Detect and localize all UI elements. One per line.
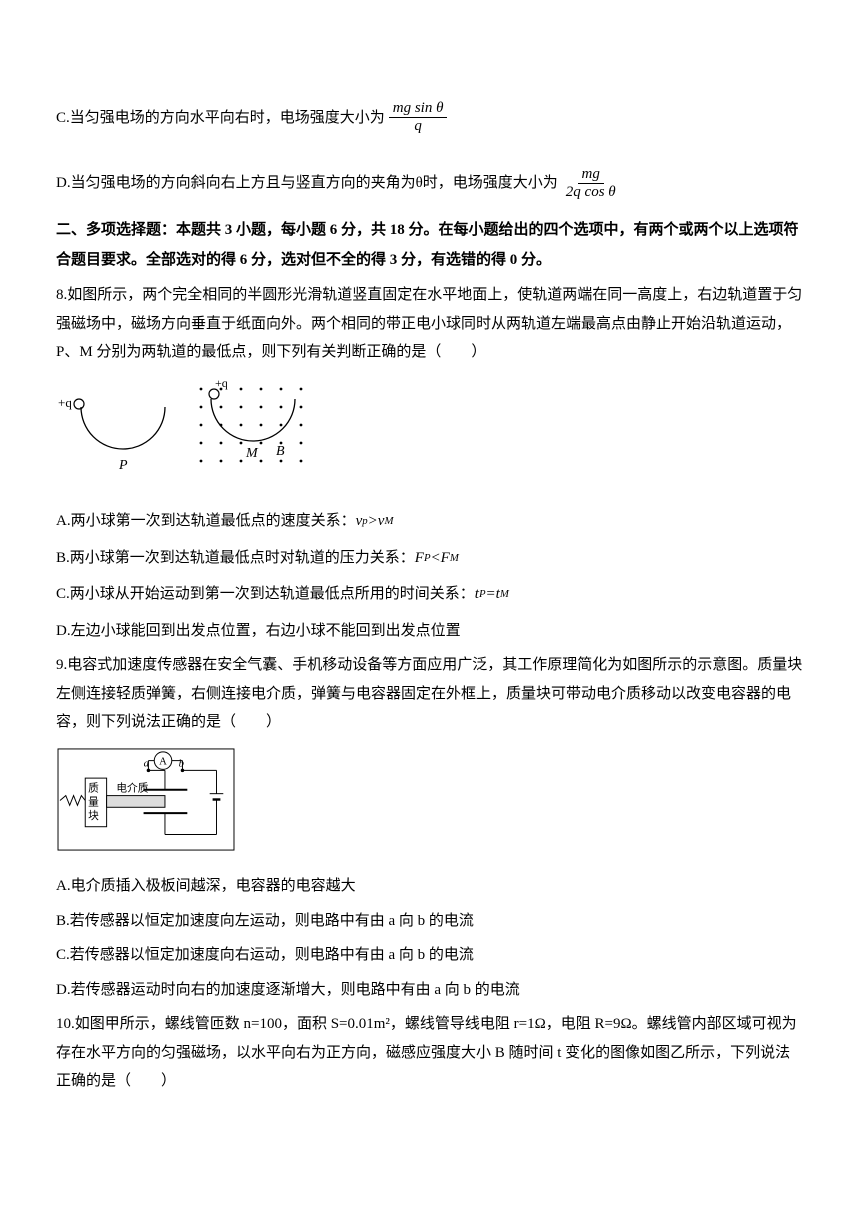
q9-option-b: B.若传感器以恒定加速度向左运动，则电路中有由 a 向 b 的电流	[56, 907, 804, 936]
q8-c-sub-m: M	[500, 584, 509, 605]
option-d-denominator: 2q cos θ	[562, 184, 620, 201]
q9-option-a: A.电介质插入极板间越深，电容器的电容越大	[56, 872, 804, 901]
q8-b-sub-p: P	[424, 548, 431, 569]
q8-c-eq: =	[486, 580, 496, 609]
option-d: D.当匀强电场的方向斜向右上方且与竖直方向的夹角为θ时，电场强度大小为 mg 2…	[56, 166, 804, 202]
q8-option-a: A.两小球第一次到达轨道最低点的速度关系： vp > vM	[56, 507, 804, 536]
q8-figure: +q P +q M B	[56, 377, 804, 498]
q8-b-label: B	[276, 444, 285, 459]
q8-stem: 8.如图所示，两个完全相同的半圆形光滑轨道竖直固定在水平地面上，使轨道两端在同一…	[56, 281, 804, 367]
q8-b-lt: <	[431, 544, 441, 573]
q9-ammeter-label: A	[159, 755, 167, 767]
q8-b-f2: F	[441, 544, 450, 573]
option-d-text: D.当匀强电场的方向斜向右上方且与竖直方向的夹角为θ时，电场强度大小为	[56, 169, 558, 198]
option-c: C.当匀强电场的方向水平向右时，电场强度大小为 mg sin θ q	[56, 100, 804, 136]
q9-mass-label-3: 块	[88, 809, 99, 821]
q8-c-pre: C.两小球从开始运动到第一次到达轨道最低点所用的时间关系：	[56, 580, 475, 609]
q8-m-label: M	[245, 446, 259, 461]
q8-diagram-svg: +q P +q M B	[56, 377, 336, 487]
option-d-fraction: mg 2q cos θ	[562, 166, 620, 202]
q9-option-d: D.若传感器运动时向右的加速度逐渐增大，则电路中有由 a 向 b 的电流	[56, 976, 804, 1005]
q10-stem: 10.如图甲所示，螺线管匝数 n=100，面积 S=0.01m²，螺线管导线电阻…	[56, 1010, 804, 1096]
q9-diagram-svg: 质 量 块 电介质 a A b	[56, 747, 236, 852]
q8-p-label: P	[118, 458, 128, 473]
q8-option-c: C.两小球从开始运动到第一次到达轨道最低点所用的时间关系： tP = tM	[56, 580, 804, 609]
q8-c-sub-p: P	[479, 584, 486, 605]
q8-a-gt: >	[368, 507, 378, 536]
q9-dielectric-label: 电介质	[116, 781, 148, 794]
q9-mass-label-2: 量	[88, 796, 99, 808]
q8-option-d: D.左边小球能回到出发点位置，右边小球不能回到出发点位置	[56, 617, 804, 646]
option-c-numerator: mg sin θ	[389, 100, 448, 118]
section-2-heading: 二、多项选择题：本题共 3 小题，每小题 6 分，共 18 分。在每小题给出的四…	[56, 215, 804, 275]
q9-b-label: b	[179, 757, 185, 769]
q9-figure: 质 量 块 电介质 a A b	[56, 747, 804, 863]
option-c-denominator: q	[410, 118, 426, 135]
q8-a-sub-m: M	[384, 511, 393, 532]
q8-a-pre: A.两小球第一次到达轨道最低点的速度关系：	[56, 507, 356, 536]
option-d-numerator: mg	[578, 166, 604, 184]
q9-stem: 9.电容式加速度传感器在安全气囊、手机移动设备等方面应用广泛，其工作原理简化为如…	[56, 651, 804, 737]
option-c-fraction: mg sin θ q	[389, 100, 448, 136]
q8-option-b: B.两小球第一次到达轨道最低点时对轨道的压力关系： FP < FM	[56, 544, 804, 573]
q8-b-sub-m: M	[450, 548, 459, 569]
q8-left-charge-label: +q	[58, 395, 72, 410]
q8-b-f1: F	[415, 544, 424, 573]
option-c-text: C.当匀强电场的方向水平向右时，电场强度大小为	[56, 104, 385, 133]
q8-right-charge-label: +q	[215, 377, 228, 390]
q9-mass-label-1: 质	[88, 782, 99, 794]
q9-option-c: C.若传感器以恒定加速度向右运动，则电路中有由 a 向 b 的电流	[56, 941, 804, 970]
q8-b-pre: B.两小球第一次到达轨道最低点时对轨道的压力关系：	[56, 544, 415, 573]
